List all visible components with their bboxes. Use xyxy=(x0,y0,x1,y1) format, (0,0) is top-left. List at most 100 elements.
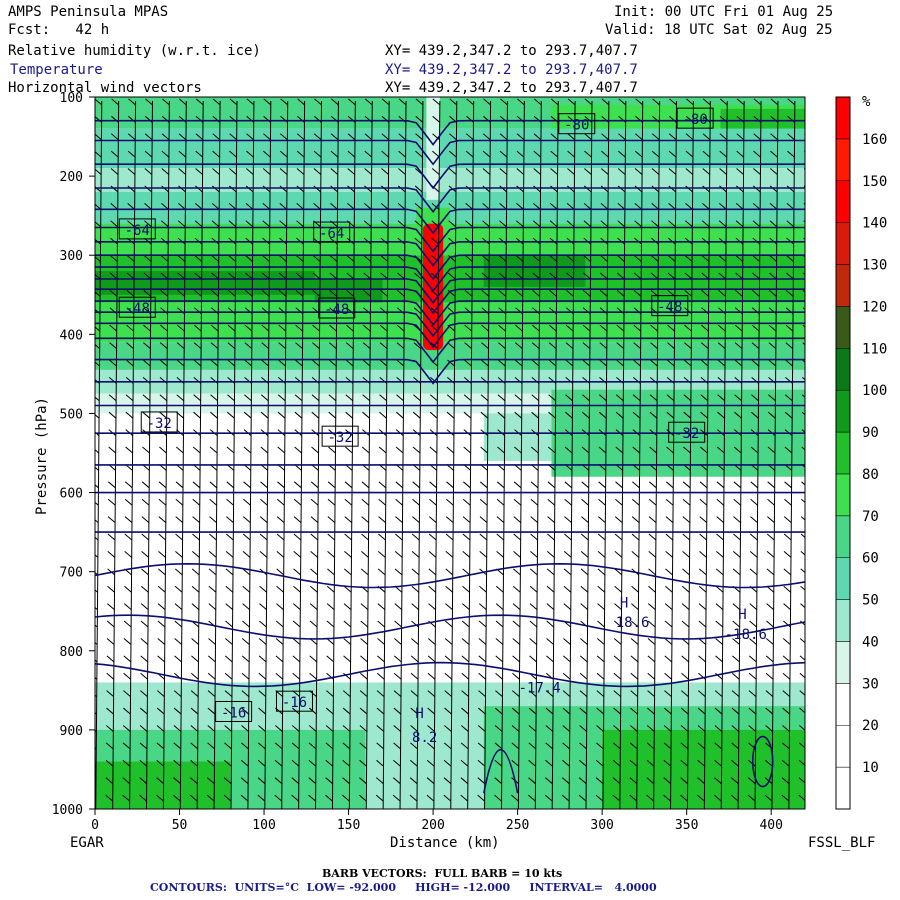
wind-barb-flag xyxy=(565,359,574,367)
wind-barb-flag xyxy=(663,759,672,767)
wind-barb-flag xyxy=(206,777,215,785)
wind-barb-flag xyxy=(111,98,119,106)
wind-barb-flag xyxy=(313,150,322,158)
wind-barb-flag xyxy=(343,603,352,611)
colorbar-label: 130 xyxy=(862,258,887,274)
wind-barb-flag xyxy=(648,551,657,558)
wind-barb-flag xyxy=(325,794,333,802)
wind-barb-flag xyxy=(415,98,424,106)
wind-barb-flag xyxy=(480,411,489,419)
wind-barb-flag xyxy=(276,551,285,558)
wind-barb-flag xyxy=(414,185,423,193)
wind-barb-staff xyxy=(382,100,390,809)
wind-barb-flag xyxy=(229,168,237,175)
wind-barb-flag xyxy=(141,481,150,489)
wind-barb-flag xyxy=(193,359,202,367)
wind-barb-flag xyxy=(277,394,286,402)
wind-barb-flag xyxy=(190,672,199,680)
wind-barb-flag xyxy=(753,98,762,106)
wind-barb-flag xyxy=(246,150,254,158)
wind-barb-flag xyxy=(342,742,351,750)
wind-barb-flag xyxy=(582,342,591,349)
wind-barb-flag xyxy=(612,794,621,802)
wind-barb-flag xyxy=(224,742,232,750)
wind-barb-flag xyxy=(294,411,303,419)
wind-barb-flag xyxy=(698,568,707,576)
wind-barb-flag xyxy=(752,185,761,193)
wind-barb-flag xyxy=(782,638,791,645)
wind-barb-flag xyxy=(241,638,250,645)
wind-barb-flag xyxy=(732,638,740,645)
colorbar-label: 100 xyxy=(862,383,887,399)
wind-barb-flag xyxy=(732,568,741,576)
wind-barb-flag xyxy=(783,568,792,576)
wind-barb-flag xyxy=(95,414,100,419)
wind-barb-flag xyxy=(563,603,572,611)
wind-barb-flag xyxy=(411,585,420,593)
wind-barb-flag xyxy=(344,498,353,506)
wind-barb-flag xyxy=(364,133,373,141)
wind-barb-flag xyxy=(427,742,435,750)
wind-barb-flag xyxy=(227,394,235,402)
y-tick-label: 700 xyxy=(60,566,83,581)
rh-band xyxy=(95,761,231,809)
wind-barb-flag xyxy=(309,655,318,663)
wind-barb-flag xyxy=(326,638,335,645)
wind-barb-flag xyxy=(550,98,559,106)
wind-barb-flag xyxy=(647,672,656,680)
wind-barb-flag xyxy=(178,150,187,158)
x-tick-label: 150 xyxy=(337,818,360,833)
wind-barb-flag xyxy=(564,498,572,506)
wind-barb-flag xyxy=(580,551,589,558)
wind-barb-flag xyxy=(177,220,186,228)
wind-barb-flag xyxy=(192,446,201,454)
wind-barb-flag xyxy=(546,603,555,611)
wind-barb-flag xyxy=(225,533,234,541)
wind-barb-flag xyxy=(581,411,590,419)
wind-barb-flag xyxy=(190,725,199,732)
wind-barb-flag xyxy=(105,759,114,767)
wind-barb-flag xyxy=(161,185,169,193)
wind-barb-flag xyxy=(649,394,658,402)
wind-barb-flag xyxy=(194,202,203,210)
wind-barb-flag xyxy=(615,446,624,454)
isotherm-line xyxy=(95,661,805,688)
wind-barb-flag xyxy=(156,794,164,802)
colorbar-label: 150 xyxy=(862,174,887,190)
wind-barb-flag xyxy=(730,794,739,802)
wind-barb-flag xyxy=(192,533,200,541)
wind-barb-flag xyxy=(617,185,626,193)
wind-barb-flag xyxy=(545,742,554,750)
wind-barb-flag xyxy=(410,672,419,680)
wind-barb-flag xyxy=(241,707,250,715)
wind-barb-flag xyxy=(715,568,724,576)
wind-barb-flag xyxy=(787,150,795,158)
wind-barb-staff xyxy=(484,100,492,809)
wind-barb-flag xyxy=(156,707,165,715)
y-tick-label: 1000 xyxy=(52,803,83,818)
forecast-hour: Fcst: 42 h xyxy=(8,22,110,38)
wind-barb-flag xyxy=(359,742,368,750)
wind-barb-flag xyxy=(562,707,571,715)
wind-barb-flag xyxy=(275,638,284,645)
wind-barb-flag xyxy=(600,255,608,262)
wind-barb-staff xyxy=(551,100,559,809)
wind-barb-flag xyxy=(377,638,385,645)
wind-barb-flag xyxy=(750,498,758,506)
wind-barb-flag xyxy=(122,725,131,732)
wind-barb-flag xyxy=(156,742,165,750)
wind-barb-flag xyxy=(516,150,525,158)
wind-barb-flag xyxy=(545,725,554,732)
wind-barb-flag xyxy=(715,603,724,611)
wind-barb-flag xyxy=(481,255,490,262)
wind-barb-flag xyxy=(477,725,486,732)
wind-barb-flag xyxy=(582,324,591,332)
wind-barb-flag xyxy=(144,185,153,193)
wind-barb-flag xyxy=(782,725,790,732)
wind-barb-flag xyxy=(110,202,119,210)
wind-barb-flag xyxy=(279,202,288,210)
wind-barb-flag xyxy=(242,585,251,593)
colorbar-segment xyxy=(835,389,851,433)
wind-barb-flag xyxy=(634,202,643,210)
wind-barb-flag xyxy=(460,742,469,750)
